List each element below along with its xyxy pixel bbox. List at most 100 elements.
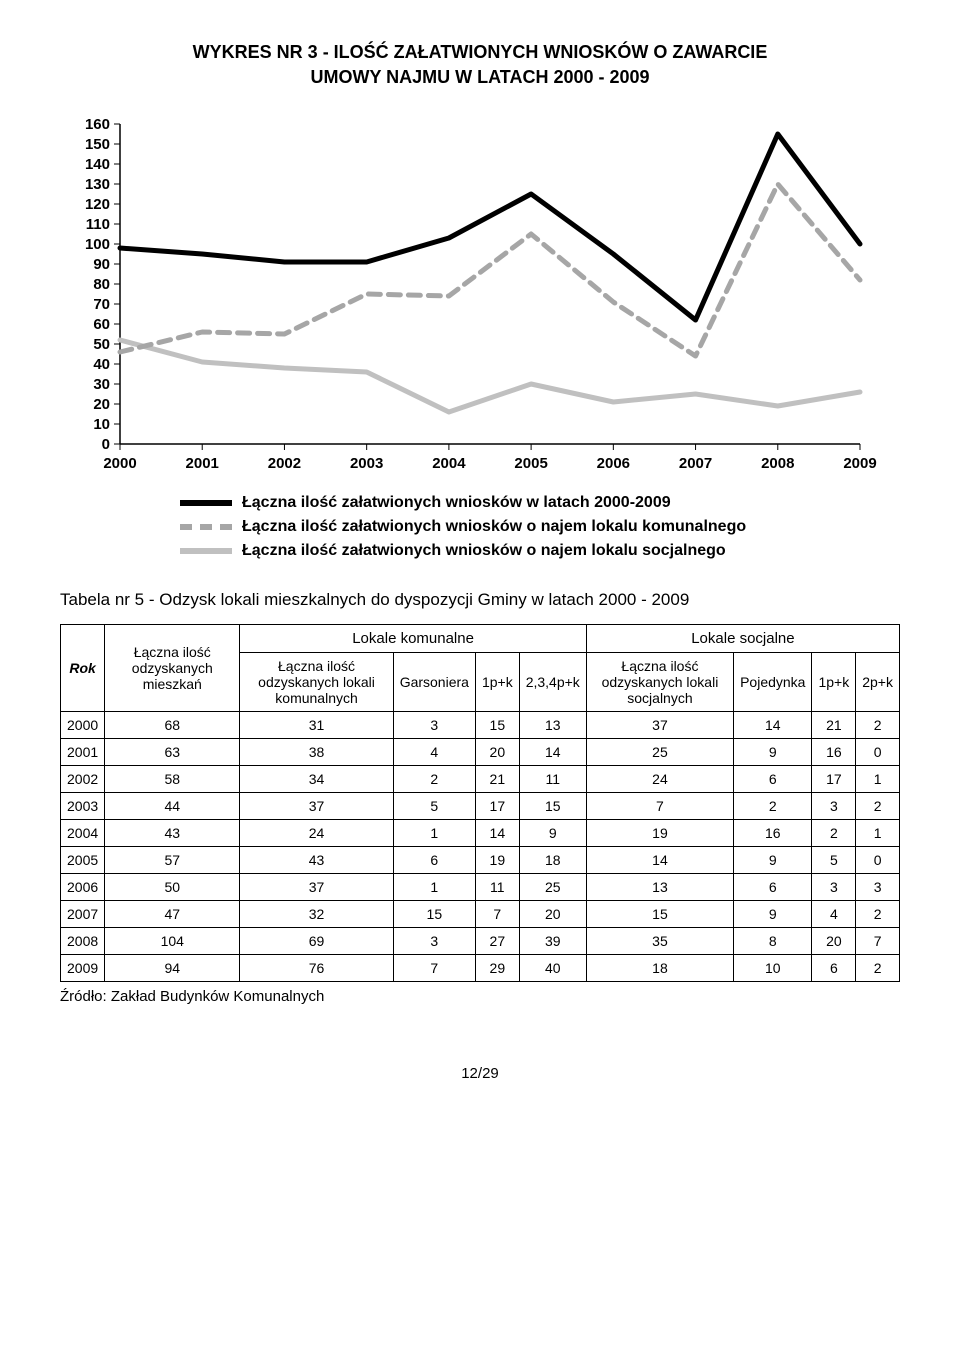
table-cell: 25 [586,739,733,766]
table-cell: 20 [812,928,856,955]
table-cell: 76 [240,955,393,982]
table-cell: 34 [240,766,393,793]
svg-text:30: 30 [93,376,110,393]
svg-text:140: 140 [85,156,110,173]
col-rok: Rok [61,625,105,712]
table-row: 2001633842014259160 [61,739,900,766]
table-cell: 68 [105,712,240,739]
table-row: 2009947672940181062 [61,955,900,982]
source-note: Źródło: Zakład Budynków Komunalnych [60,988,900,1005]
col-2pk-s: 2p+k [856,653,900,712]
table-cell: 69 [240,928,393,955]
table-cell: 6 [812,955,856,982]
table-cell: 9 [519,820,586,847]
table-cell: 3 [393,712,475,739]
table-cell: 50 [105,874,240,901]
chart-title: WYKRES NR 3 - ILOŚĆ ZAŁATWIONYCH WNIOSKÓ… [60,40,900,90]
table-cell: 2 [812,820,856,847]
table-cell: 13 [586,874,733,901]
table-cell: 2 [734,793,812,820]
table-cell: 3 [856,874,900,901]
svg-text:2000: 2000 [103,455,136,472]
table-cell: 5 [812,847,856,874]
table-cell: 6 [393,847,475,874]
table-cell: 43 [105,820,240,847]
table-cell: 18 [519,847,586,874]
col-group-socjalne: Lokale socjalne [586,625,899,653]
col-total: Łączna ilość odzyskanych mieszkań [105,625,240,712]
table-header-row-1: Rok Łączna ilość odzyskanych mieszkań Lo… [61,625,900,653]
data-table: Rok Łączna ilość odzyskanych mieszkań Lo… [60,624,900,982]
table-cell: 40 [519,955,586,982]
table-cell: 9 [734,901,812,928]
table-cell: 1 [856,766,900,793]
table-cell: 16 [734,820,812,847]
table-cell: 39 [519,928,586,955]
table-cell: 7 [475,901,519,928]
table-cell: 2002 [61,766,105,793]
table-cell: 47 [105,901,240,928]
table-cell: 2 [856,712,900,739]
table-row: 20034437517157232 [61,793,900,820]
table-cell: 15 [393,901,475,928]
legend-label: Łączna ilość załatwionych wniosków w lat… [242,494,671,512]
table-cell: 63 [105,739,240,766]
col-1pk: 1p+k [475,653,519,712]
table-row: 200747321572015942 [61,901,900,928]
svg-text:2008: 2008 [761,455,794,472]
table-cell: 3 [393,928,475,955]
page-number: 12/29 [60,1065,900,1082]
table-cell: 2 [393,766,475,793]
legend-swatch [180,548,232,554]
table-cell: 10 [734,955,812,982]
table-cell: 3 [812,874,856,901]
table-cell: 35 [586,928,733,955]
table-cell: 94 [105,955,240,982]
table-cell: 6 [734,766,812,793]
table-cell: 1 [856,820,900,847]
table-cell: 37 [240,793,393,820]
chart-title-line2: UMOWY NAJMU W LATACH 2000 - 2009 [60,65,900,90]
table-row: 200557436191814950 [61,847,900,874]
svg-text:100: 100 [85,236,110,253]
svg-text:10: 10 [93,416,110,433]
table-cell: 43 [240,847,393,874]
table-cell: 27 [475,928,519,955]
table-cell: 37 [240,874,393,901]
svg-text:40: 40 [93,356,110,373]
table-cell: 15 [475,712,519,739]
table-cell: 15 [586,901,733,928]
table-cell: 31 [240,712,393,739]
svg-text:90: 90 [93,256,110,273]
table-cell: 2001 [61,739,105,766]
legend-label: Łączna ilość załatwionych wniosków o naj… [242,542,726,560]
table-row: 200443241149191621 [61,820,900,847]
table-cell: 20 [475,739,519,766]
table-cell: 7 [586,793,733,820]
table-cell: 2004 [61,820,105,847]
table-cell: 7 [856,928,900,955]
col-234pk: 2,3,4p+k [519,653,586,712]
svg-text:60: 60 [93,316,110,333]
legend-item: Łączna ilość załatwionych wniosków o naj… [180,518,900,536]
table-cell: 57 [105,847,240,874]
table-cell: 24 [240,820,393,847]
svg-text:2004: 2004 [432,455,466,472]
svg-text:130: 130 [85,176,110,193]
svg-text:2005: 2005 [514,455,547,472]
table-cell: 0 [856,847,900,874]
table-cell: 11 [519,766,586,793]
col-pojedynka: Pojedynka [734,653,812,712]
col-group-komunalne: Lokale komunalne [240,625,586,653]
col-soc-total: Łączna ilość odzyskanych lokali socjalny… [586,653,733,712]
table-cell: 32 [240,901,393,928]
table-cell: 9 [734,847,812,874]
svg-text:70: 70 [93,296,110,313]
table-cell: 17 [812,766,856,793]
svg-text:120: 120 [85,196,110,213]
table-cell: 37 [586,712,733,739]
legend-swatch [180,500,232,506]
table-cell: 2 [856,955,900,982]
table-cell: 2007 [61,901,105,928]
line-chart: 0102030405060708090100110120130140150160… [70,114,890,474]
